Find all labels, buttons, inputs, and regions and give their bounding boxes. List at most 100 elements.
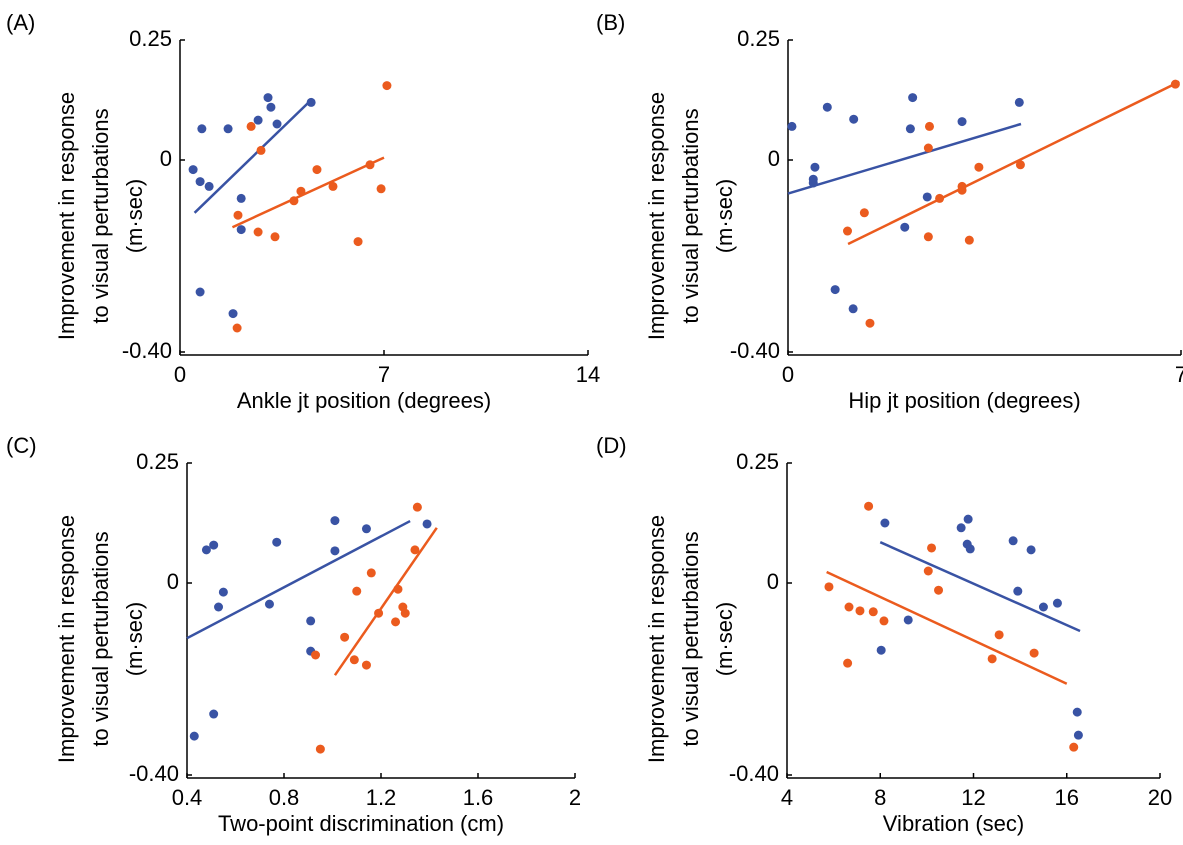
y-axis-label: to visual perturbations	[678, 531, 703, 746]
data-point	[868, 607, 878, 617]
y-tick-label: -0.40	[729, 761, 779, 786]
data-point	[1013, 586, 1023, 596]
data-point	[361, 524, 371, 534]
panel-label: (B)	[596, 10, 625, 35]
y-axis-label: Improvement in response	[54, 92, 79, 340]
data-point	[270, 232, 280, 242]
y-axis-label: to visual perturbations	[88, 531, 113, 746]
data-point	[218, 587, 228, 597]
data-point	[201, 545, 211, 555]
data-point	[352, 586, 362, 596]
data-point	[233, 210, 243, 220]
data-point	[214, 602, 224, 612]
y-tick-label: 0	[767, 569, 779, 594]
x-tick-label: 14	[576, 362, 600, 387]
data-point	[908, 93, 918, 103]
data-point	[391, 617, 401, 627]
data-point	[400, 608, 410, 618]
data-point	[965, 544, 975, 554]
x-tick-label: 20	[1148, 785, 1172, 810]
fit-line	[826, 570, 1068, 685]
data-point	[289, 196, 299, 206]
y-tick-label: -0.40	[122, 338, 172, 363]
data-point	[223, 124, 233, 134]
panel: (A) Improvement in response to visual pert…	[6, 10, 600, 413]
data-point	[365, 160, 375, 170]
x-axis-label: Vibration (sec)	[883, 811, 1024, 836]
y-tick-label: 0.25	[736, 449, 779, 474]
data-point	[843, 658, 853, 668]
data-point	[412, 502, 422, 512]
data-point	[376, 184, 386, 194]
data-point	[272, 537, 282, 547]
data-point	[328, 181, 338, 191]
x-tick-label: 12	[961, 785, 985, 810]
y-axis-label: to visual perturbations	[678, 108, 703, 323]
panel-label: (D)	[596, 433, 627, 458]
data-point	[253, 115, 263, 125]
fit-line	[193, 99, 313, 214]
x-tick-label: 2	[569, 785, 581, 810]
panel-label: (A)	[6, 10, 35, 35]
data-point	[810, 162, 820, 172]
data-point	[246, 121, 256, 131]
x-tick-label: 7	[1175, 362, 1183, 387]
data-point	[306, 97, 316, 107]
y-axis-label: (m·sec)	[712, 602, 737, 677]
data-point	[957, 185, 967, 195]
data-point	[263, 93, 273, 103]
data-point	[880, 518, 890, 528]
y-axis-label: (m·sec)	[122, 179, 147, 254]
y-tick-label: 0.25	[129, 26, 172, 51]
data-point	[924, 121, 934, 131]
data-point	[934, 585, 944, 595]
data-point	[935, 193, 945, 203]
data-point	[956, 523, 966, 533]
data-point	[1008, 536, 1018, 546]
x-axis-label: Two-point discrimination (cm)	[218, 811, 504, 836]
y-tick-label: -0.40	[129, 761, 179, 786]
data-point	[923, 143, 933, 153]
data-point	[232, 323, 242, 333]
data-point	[236, 225, 246, 235]
y-axis-label: to visual perturbations	[88, 108, 113, 323]
data-point	[1015, 160, 1025, 170]
panel: (B) Improvement in response to visual pert…	[596, 10, 1183, 413]
data-point	[849, 114, 859, 124]
data-point	[353, 237, 363, 247]
x-tick-label: 0.4	[172, 785, 203, 810]
y-axis-label: Improvement in response	[644, 92, 669, 340]
data-point	[349, 655, 359, 665]
panel: (D) Improvement in response to visual pert…	[596, 433, 1172, 836]
x-tick-label: 16	[1055, 785, 1079, 810]
data-point	[994, 630, 1004, 640]
fit-line	[879, 541, 1081, 633]
fit-line	[231, 156, 385, 229]
data-point	[844, 602, 854, 612]
y-tick-label: 0.25	[136, 449, 179, 474]
data-point	[209, 540, 219, 550]
data-point	[822, 102, 832, 112]
data-point	[927, 543, 937, 553]
data-point	[195, 287, 205, 297]
data-point	[923, 232, 933, 242]
fit-line	[333, 527, 438, 676]
data-point	[264, 599, 274, 609]
fit-line	[186, 519, 411, 640]
data-point	[1052, 598, 1062, 608]
data-point	[197, 124, 207, 134]
data-point	[1014, 97, 1024, 107]
data-point	[315, 744, 325, 754]
data-point	[1073, 730, 1083, 740]
data-point	[361, 660, 371, 670]
data-point	[311, 650, 321, 660]
y-tick-label: -0.40	[730, 338, 780, 363]
data-point	[905, 124, 915, 134]
y-axis-label: Improvement in response	[644, 515, 669, 763]
data-point	[964, 235, 974, 245]
data-point	[923, 566, 933, 576]
data-point	[957, 117, 967, 127]
data-point	[366, 568, 376, 578]
x-tick-label: 8	[874, 785, 886, 810]
